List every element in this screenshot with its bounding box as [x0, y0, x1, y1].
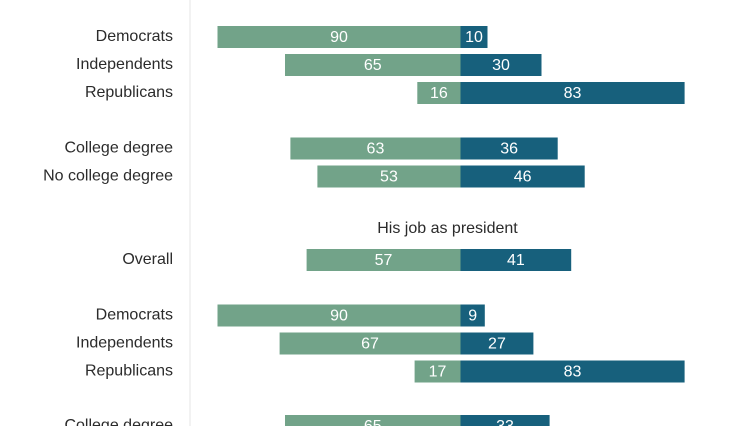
- bar-right: [460, 332, 534, 355]
- row-label: Republicans: [85, 84, 173, 101]
- bar-label-right: 9: [468, 308, 477, 325]
- bar-right: [460, 26, 488, 48]
- bar-label-right: 36: [500, 141, 518, 158]
- chart-rows: Democrats 90 10 Independents 65 30 Republicans…: [43, 26, 685, 426]
- bar-right: [460, 304, 485, 327]
- bar-label-left: 90: [330, 29, 348, 46]
- row-label: No college degree: [43, 168, 173, 185]
- bar-label-right: 27: [488, 336, 506, 353]
- bar-label-left: 65: [364, 418, 382, 426]
- section-title: His job as president: [377, 220, 518, 237]
- bar-label-left: 17: [429, 364, 447, 381]
- bar-label-right: 83: [564, 85, 582, 102]
- bar-label-left: 67: [361, 336, 379, 353]
- row-label: Democrats: [96, 28, 173, 45]
- row-label: Independents: [76, 335, 173, 352]
- bar-label-left: 53: [380, 169, 398, 186]
- bar-right: [460, 249, 572, 271]
- bar-left: [279, 332, 461, 355]
- bar-left: [306, 249, 461, 271]
- bar-label-right: 41: [507, 252, 525, 269]
- bar-right: [460, 360, 685, 383]
- bar-left: [285, 415, 461, 426]
- bar-right: [460, 415, 550, 426]
- bar-label-right: 33: [496, 418, 514, 426]
- bar-label-left: 90: [330, 308, 348, 325]
- bar-left: [217, 26, 461, 48]
- bar-left: [417, 82, 461, 104]
- bar-label-left: 57: [375, 252, 393, 269]
- bar-label-right: 83: [564, 364, 582, 381]
- bar-right: [460, 82, 685, 104]
- row-label: Overall: [122, 251, 173, 268]
- bar-left: [285, 54, 461, 76]
- bar-right: [460, 165, 585, 188]
- bar-label-right: 10: [465, 29, 483, 46]
- bar-left: [217, 304, 461, 327]
- bar-label-left: 63: [367, 141, 385, 158]
- bar-left: [317, 165, 461, 188]
- bar-right: [460, 137, 558, 160]
- bar-label-right: 46: [514, 169, 532, 186]
- bar-label-right: 30: [492, 57, 510, 74]
- row-label: College degree: [64, 417, 173, 426]
- bar-left: [414, 360, 461, 383]
- row-label: Republicans: [85, 363, 173, 380]
- bar-label-left: 16: [430, 85, 448, 102]
- bar-left: [290, 137, 461, 160]
- bar-label-left: 65: [364, 57, 382, 74]
- row-label: College degree: [64, 140, 173, 157]
- row-label: Independents: [76, 56, 173, 73]
- bar-right: [460, 54, 542, 76]
- row-label: Democrats: [96, 307, 173, 324]
